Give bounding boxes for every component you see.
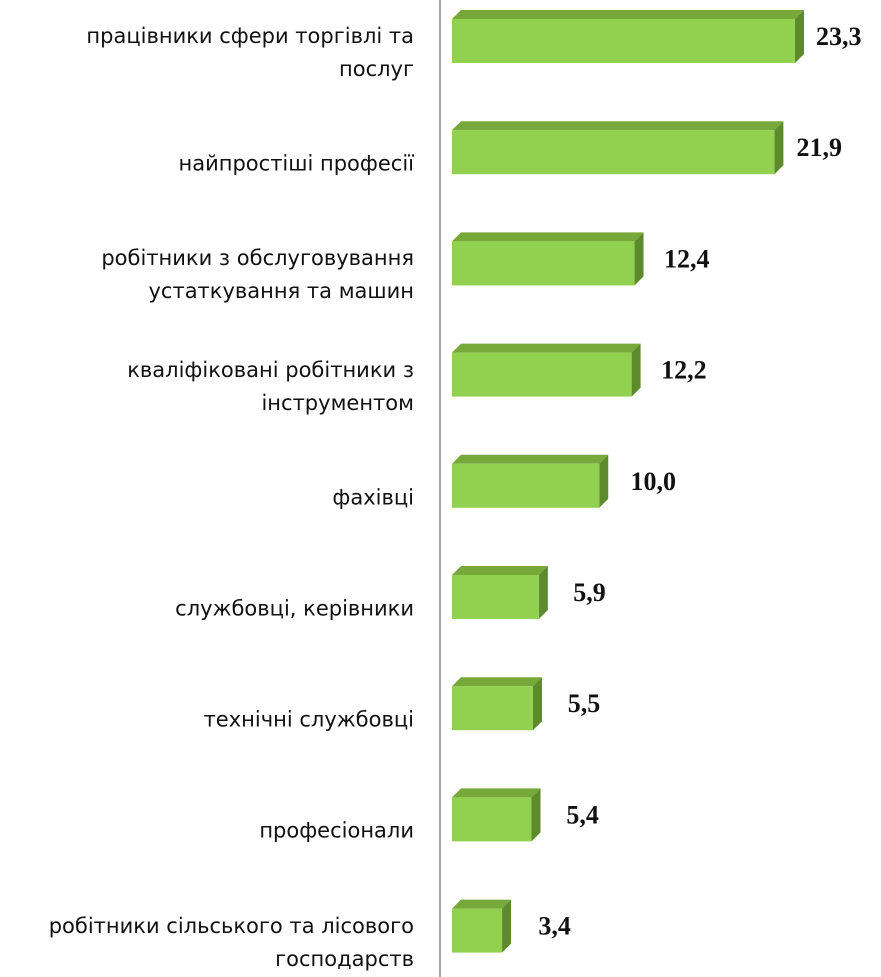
value-label: 5,9	[573, 578, 606, 607]
bar-top	[452, 566, 548, 575]
value-label: 12,2	[661, 356, 707, 385]
bar	[452, 130, 775, 175]
bar	[452, 908, 503, 953]
bar	[452, 797, 532, 842]
category-label: службовці, керівники	[175, 596, 414, 621]
bar-top	[452, 788, 541, 798]
bar	[452, 463, 600, 508]
bar	[452, 352, 632, 397]
bar-side	[795, 10, 804, 63]
bar-side	[599, 454, 609, 508]
bar-top	[452, 10, 804, 19]
value-label: 5,4	[566, 800, 599, 829]
bar-top	[452, 454, 609, 464]
bar-top	[452, 899, 512, 909]
value-label: 12,4	[664, 244, 710, 273]
category-label: кваліфіковані робітники з інструментом	[127, 357, 414, 415]
category-label: фахівці	[332, 485, 414, 510]
bar-top	[452, 232, 644, 242]
category-label: працівники сфери торгівлі та послуг	[86, 24, 414, 81]
bar-top	[452, 121, 784, 131]
bar-side	[538, 566, 548, 619]
bar-top	[452, 677, 542, 687]
bar	[452, 19, 795, 63]
bar-side	[631, 343, 641, 397]
category-label: робітники сільського та лісового господа…	[48, 913, 414, 971]
category-label: технічні службовці	[203, 707, 414, 732]
category-label: робітники з обслуговування устаткування …	[101, 246, 414, 304]
value-label: 5,5	[568, 689, 601, 718]
bar-side	[502, 899, 512, 953]
category-label: професіонали	[259, 818, 414, 843]
value-label: 23,3	[816, 22, 862, 51]
bar-top	[452, 343, 641, 353]
bar-side	[774, 121, 784, 175]
bar-side	[531, 788, 541, 842]
value-label: 3,4	[538, 912, 571, 941]
value-label: 10,0	[630, 467, 676, 496]
value-label: 21,9	[796, 133, 842, 162]
bar-side	[634, 232, 644, 286]
bar	[452, 686, 533, 731]
bar-side	[532, 677, 542, 731]
category-label: найпростіші професії	[178, 151, 415, 176]
bar	[452, 575, 539, 619]
bar	[452, 241, 635, 286]
